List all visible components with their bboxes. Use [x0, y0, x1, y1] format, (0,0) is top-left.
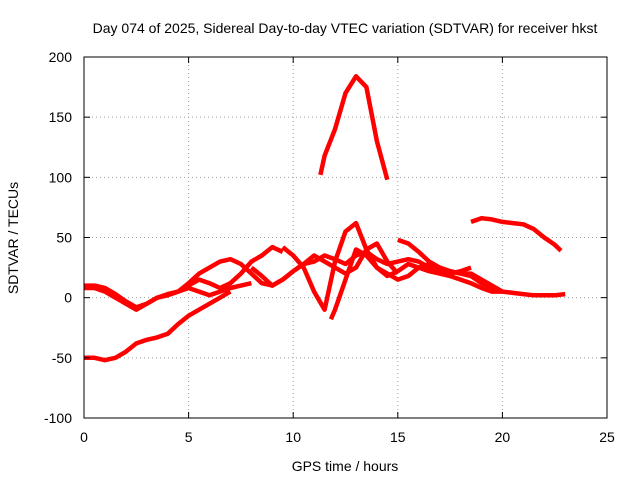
x-tick-label: 20 — [495, 429, 511, 445]
y-tick-label: 150 — [49, 109, 73, 125]
y-axis-title: SDTVAR / TECUs — [5, 182, 21, 294]
x-tick-label: 15 — [390, 429, 406, 445]
y-tick-label: -50 — [52, 350, 72, 366]
y-tick-label: 200 — [49, 49, 73, 65]
series-line-s2 — [84, 281, 252, 312]
series-line-s8 — [318, 74, 390, 181]
y-tick-label: 100 — [49, 169, 73, 185]
x-axis-title: GPS time / hours — [292, 458, 399, 474]
series-line-s10 — [470, 215, 563, 253]
series-line-s7 — [328, 247, 504, 321]
series-line-s5 — [249, 241, 400, 288]
x-tick-label: 10 — [285, 429, 301, 445]
chart-title: Day 074 of 2025, Sidereal Day-to-day VTE… — [93, 20, 598, 36]
x-tick-label: 5 — [185, 429, 193, 445]
y-tick-label: 50 — [56, 230, 72, 246]
y-tick-label: -100 — [44, 410, 72, 426]
grid — [84, 57, 607, 418]
y-tick-label: 0 — [64, 290, 72, 306]
x-tick-label: 25 — [599, 429, 615, 445]
x-tick-label: 0 — [80, 429, 88, 445]
series-line-s4 — [176, 249, 472, 294]
series-line-s3 — [84, 289, 232, 363]
series-line-s9 — [397, 237, 504, 294]
series-line-s6 — [281, 220, 566, 312]
axis-ticks: 0 5 10 15 20 25 -100 -50 0 50 100 150 200 — [44, 49, 615, 445]
series-group — [84, 74, 566, 363]
